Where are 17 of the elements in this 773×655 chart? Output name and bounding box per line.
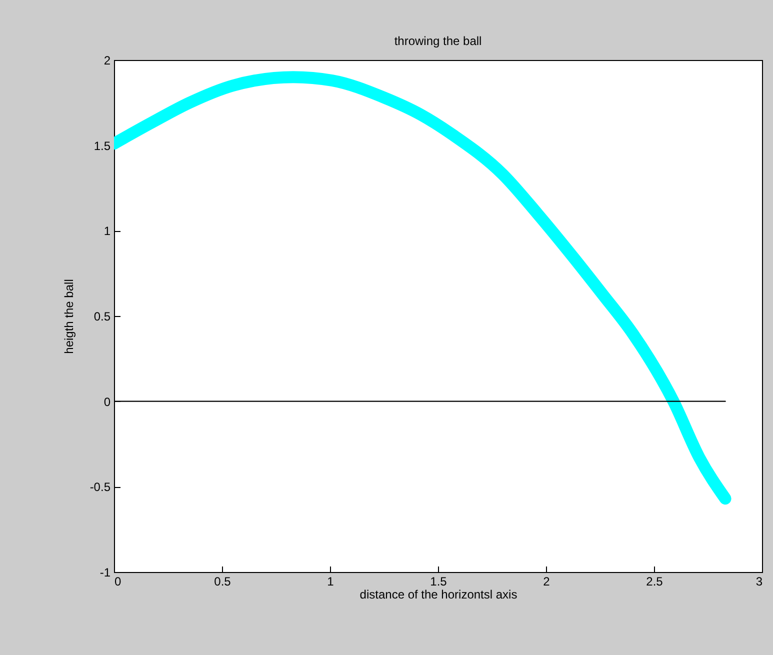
x-axis-title: distance of the horizontsl axis — [360, 588, 518, 602]
y-tick-label: 2 — [104, 54, 111, 68]
x-tick-label: 2 — [543, 574, 550, 588]
y-tick-label: 1 — [104, 224, 111, 238]
y-tick-label: -1 — [100, 566, 111, 580]
x-tick-label: 3 — [756, 574, 763, 588]
chart-title: throwing the ball — [394, 34, 482, 48]
x-tick-label: 0 — [114, 574, 122, 588]
x-tick-label: 1.5 — [430, 574, 448, 588]
x-tick-label: 1 — [327, 574, 334, 588]
y-tick-label: -0.5 — [90, 480, 111, 494]
x-tick-label: 2.5 — [646, 574, 664, 588]
y-tick-label: 0 — [104, 394, 111, 409]
x-tick-label: 0.5 — [214, 574, 232, 588]
y-axis-title: heigth the ball — [62, 279, 76, 354]
y-tick-label: 0.5 — [94, 310, 111, 324]
y-tick-label: 1.5 — [94, 138, 111, 153]
